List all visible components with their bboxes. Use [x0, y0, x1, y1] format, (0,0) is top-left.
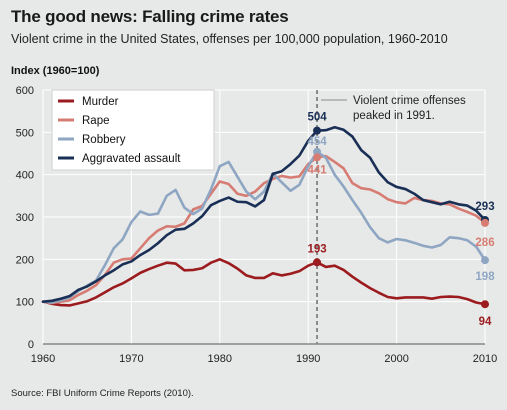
data-marker-murder-1991 — [313, 258, 322, 267]
data-label-aggravated-assault-1991: 504 — [307, 112, 327, 124]
data-marker-rape-2010 — [481, 218, 489, 227]
legend-label-murder: Murder — [82, 96, 119, 108]
data-markers — [313, 126, 489, 309]
data-marker-aggravated-assault-1991 — [313, 126, 322, 135]
x-tick-label: 1960 — [31, 353, 55, 365]
y-tick-label: 100 — [16, 297, 34, 309]
peak-annotation-text: Violent crime offenses — [353, 95, 466, 107]
data-label-murder-1991: 193 — [307, 243, 326, 255]
peak-annotation-text: peaked in 1991. — [353, 110, 435, 122]
legend-label-rape: Rape — [82, 115, 110, 127]
series-line-aggravated-assault — [41, 125, 487, 303]
data-marker-robbery-1991 — [313, 147, 322, 156]
chart-title: The good news: Falling crime rates — [11, 7, 289, 26]
y-tick-label: 600 — [16, 85, 34, 97]
data-label-rape-2010: 286 — [475, 237, 494, 249]
legend-label-aggravated-assault: Aggravated assault — [82, 153, 181, 165]
data-labels: 504 454 441 193 293 286 198 94 — [307, 112, 495, 329]
y-tick-label: 500 — [16, 127, 34, 139]
axis-ticks: 0 100 200 300 400 500 600 1960 1970 1980 1990 2000 2… — [16, 85, 498, 365]
data-label-murder-2010: 94 — [479, 316, 492, 328]
data-marker-robbery-2010 — [481, 256, 489, 265]
y-tick-label: 300 — [16, 212, 34, 224]
x-tick-label: 1970 — [119, 353, 143, 365]
data-label-rape-1991: 441 — [307, 164, 327, 176]
y-tick-label: 200 — [16, 254, 34, 266]
series-layer — [41, 125, 487, 307]
data-marker-murder-2010 — [481, 300, 489, 309]
x-tick-label: 2000 — [384, 353, 408, 365]
data-marker-rape-1991 — [313, 153, 322, 162]
y-tick-label: 0 — [28, 339, 34, 351]
y-axis-title: Index (1960=100) — [11, 65, 100, 77]
series-line-robbery — [41, 150, 487, 304]
legend-label-robbery: Robbery — [82, 134, 126, 146]
legend-box — [51, 89, 215, 171]
x-tick-label: 1980 — [208, 353, 232, 365]
legend: Murder Rape Robbery Aggravated assault — [51, 89, 215, 171]
data-label-robbery-2010: 198 — [475, 271, 495, 283]
data-label-robbery-1991: 454 — [307, 136, 327, 148]
y-tick-label: 400 — [16, 170, 34, 182]
x-tick-label: 2010 — [473, 353, 497, 365]
x-tick-label: 1990 — [296, 353, 320, 365]
series-line-rape — [41, 154, 487, 305]
source-note: Source: FBI Uniform Crime Reports (2010)… — [11, 388, 194, 399]
chart-subtitle: Violent crime in the United States, offe… — [11, 32, 448, 46]
data-label-aggravated-assault-2010: 293 — [475, 201, 494, 213]
series-line-murder — [41, 258, 487, 307]
